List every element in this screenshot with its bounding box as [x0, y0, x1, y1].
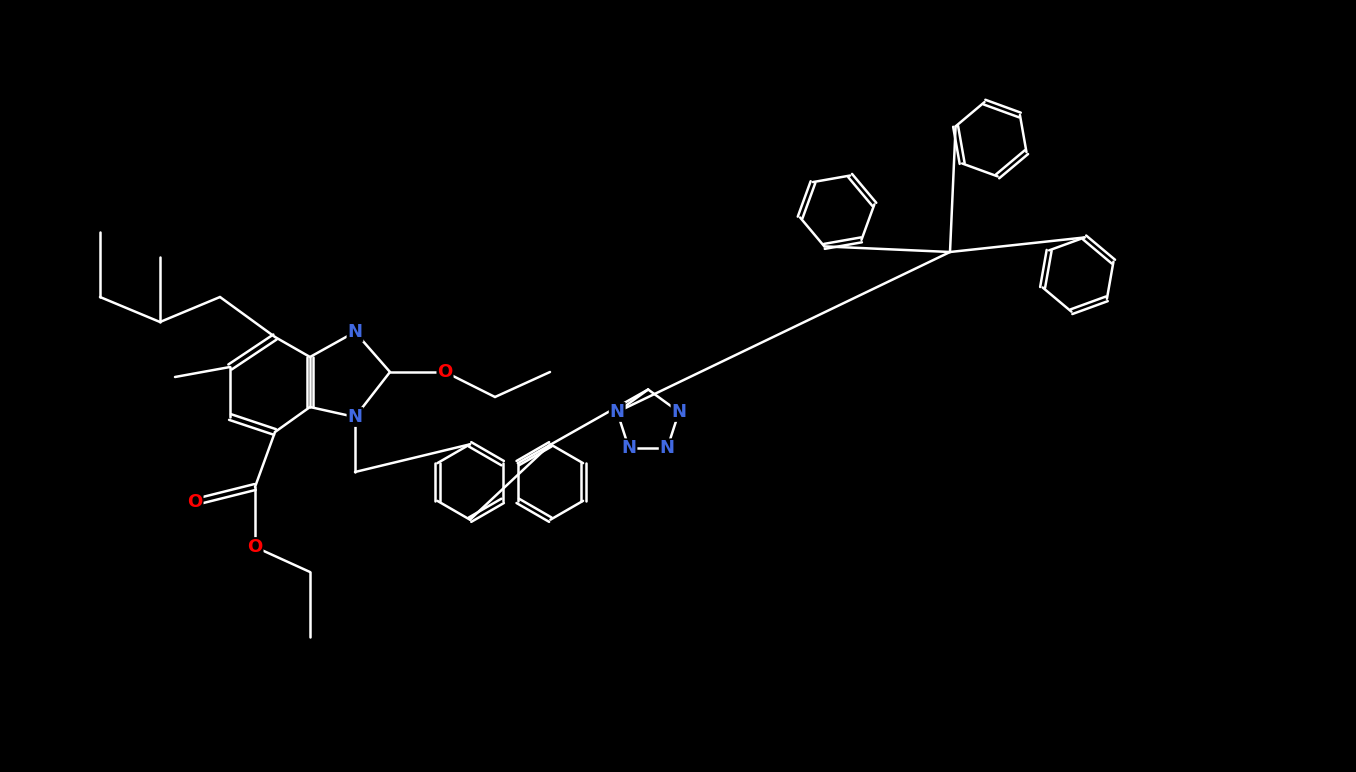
Text: O: O: [438, 363, 453, 381]
Text: N: N: [347, 408, 362, 426]
Text: O: O: [187, 493, 202, 511]
Text: N: N: [660, 439, 675, 457]
Text: N: N: [610, 403, 625, 421]
Text: N: N: [621, 439, 636, 457]
Text: N: N: [671, 403, 686, 421]
Text: N: N: [347, 323, 362, 341]
Text: O: O: [247, 538, 263, 556]
